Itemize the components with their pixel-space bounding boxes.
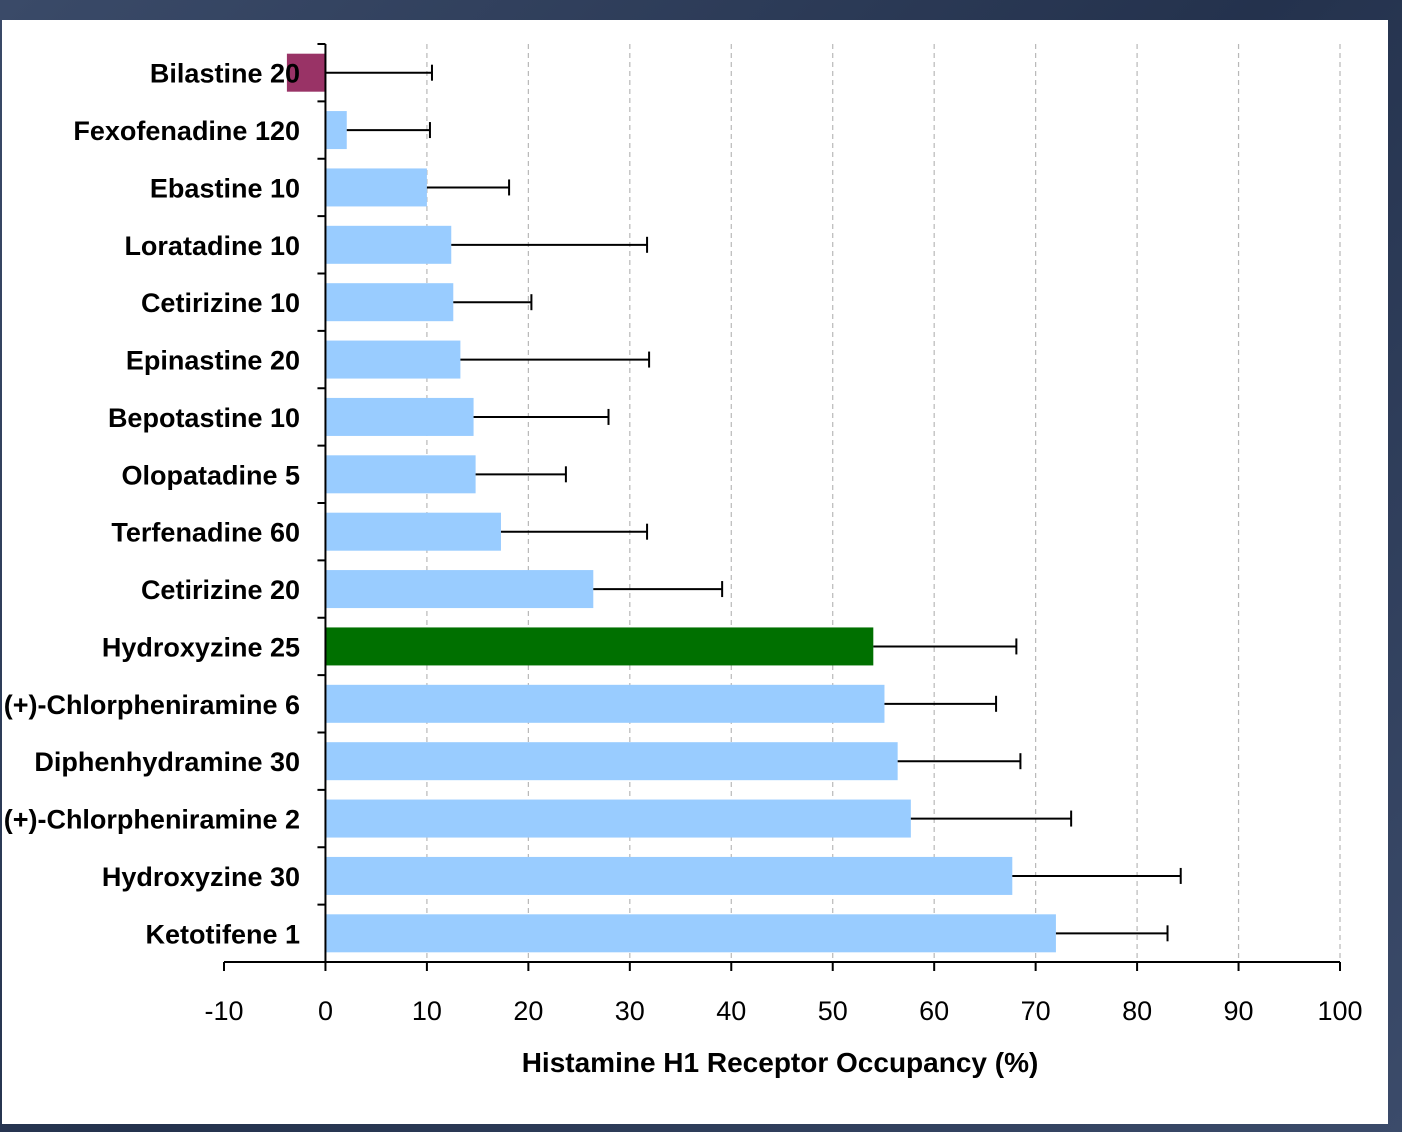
category-label-12: Diphenhydramine 30 (34, 747, 300, 777)
x-tick-label-10: 90 (1224, 996, 1254, 1026)
category-label-15: Ketotifene 1 (145, 919, 300, 949)
bar-6 (325, 397, 474, 436)
bar-2 (325, 168, 427, 207)
bar-13 (325, 799, 911, 838)
x-tick-label-11: 100 (1317, 996, 1362, 1026)
x-tick-label-1: 0 (318, 996, 333, 1026)
x-tick-label-0: -10 (204, 996, 243, 1026)
bar-9 (325, 570, 594, 609)
bar-15 (325, 914, 1056, 953)
category-label-3: Loratadine 10 (124, 231, 300, 261)
category-label-2: Ebastine 10 (150, 173, 300, 203)
bar-5 (325, 340, 461, 379)
bar-7 (325, 455, 476, 494)
bar-14 (325, 856, 1013, 895)
category-label-6: Bepotastine 10 (108, 403, 300, 433)
bar-0 (286, 53, 326, 92)
x-tick-label-5: 40 (716, 996, 746, 1026)
bar-1 (325, 111, 347, 150)
bar-4 (325, 283, 454, 322)
category-label-5: Epinastine 20 (126, 346, 300, 376)
x-tick-label-4: 30 (615, 996, 645, 1026)
bar-8 (325, 512, 501, 551)
category-label-7: Olopatadine 5 (121, 460, 300, 490)
category-label-10: Hydroxyzine 25 (102, 632, 300, 662)
category-label-1: Fexofenadine 120 (73, 116, 300, 146)
category-label-11: (+)-Chlorpheniramine 6 (4, 690, 300, 720)
x-tick-label-3: 20 (513, 996, 543, 1026)
category-label-8: Terfenadine 60 (111, 518, 300, 548)
x-tick-label-8: 70 (1021, 996, 1051, 1026)
bar-11 (325, 684, 885, 723)
bar-3 (325, 225, 452, 264)
category-label-4: Cetirizine 10 (141, 288, 300, 318)
x-tick-label-7: 60 (919, 996, 949, 1026)
x-axis-title: Histamine H1 Receptor Occupancy (%) (522, 1047, 1039, 1078)
bar-12 (325, 742, 898, 781)
x-tick-label-9: 80 (1122, 996, 1152, 1026)
bar-10 (325, 627, 874, 666)
category-label-0: Bilastine 20 (150, 59, 300, 89)
category-label-13: (+)-Chlorpheniramine 2 (4, 805, 300, 835)
category-label-14: Hydroxyzine 30 (102, 862, 300, 892)
category-label-9: Cetirizine 20 (141, 575, 300, 605)
x-tick-label-6: 50 (818, 996, 848, 1026)
x-tick-label-2: 10 (412, 996, 442, 1026)
